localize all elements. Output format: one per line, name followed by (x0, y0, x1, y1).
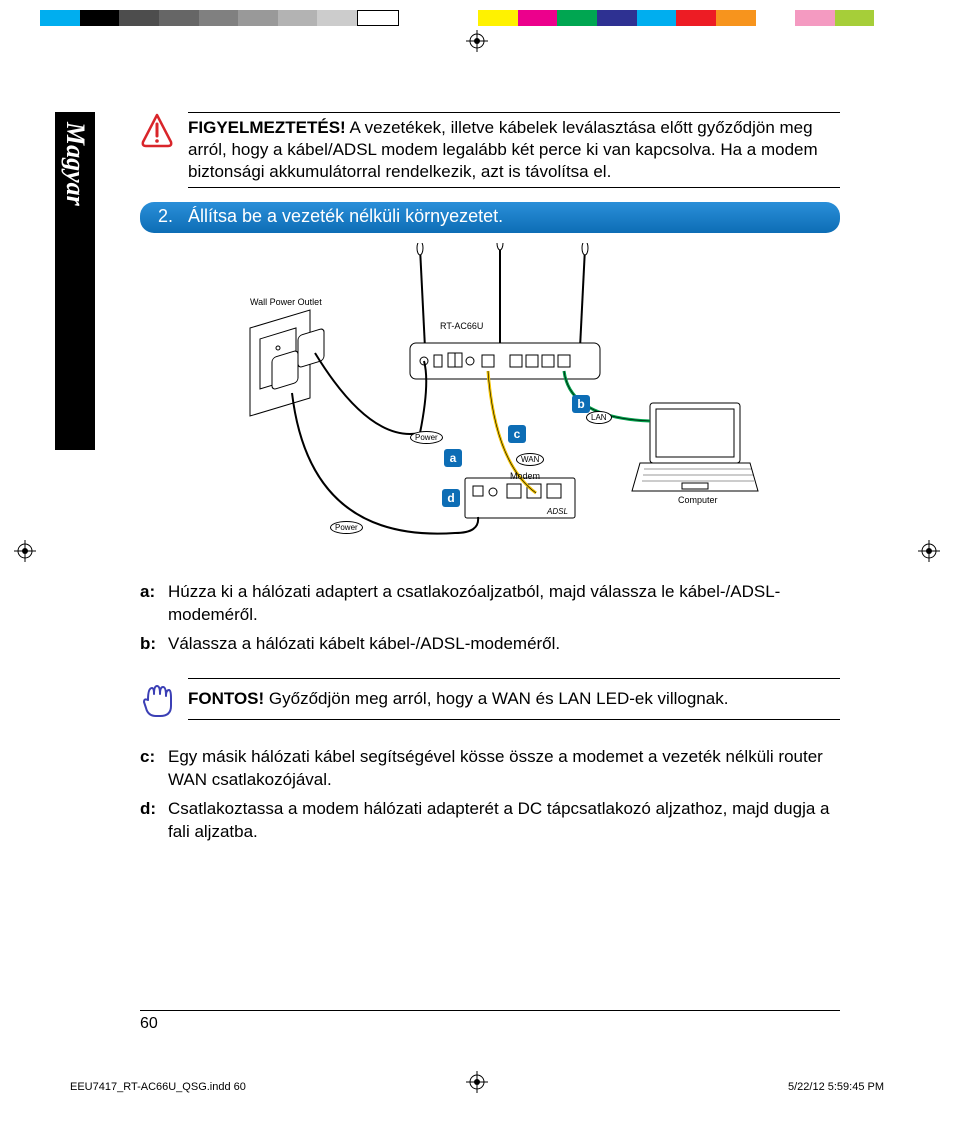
instructions-ab: a: Húzza ki a hálózati adaptert a csatla… (140, 581, 840, 656)
language-tab: Magyar (55, 112, 95, 450)
diagram-badge-b: b (572, 395, 590, 413)
instruction-key: b: (140, 633, 168, 656)
diagram-svg: ADSL (220, 243, 760, 563)
step-header: 2. Állítsa be a vezeték nélküli környeze… (140, 202, 840, 233)
print-footer-left: EEU7417_RT-AC66U_QSG.indd 60 (70, 1081, 246, 1093)
page-content: FIGYELMEZTETÉS! A vezetékek, illetve káb… (140, 112, 840, 850)
svg-text:ADSL: ADSL (546, 507, 568, 516)
print-footer-right: 5/22/12 5:59:45 PM (788, 1081, 884, 1093)
step-title: Állítsa be a vezeték nélküli környezetet… (188, 206, 503, 227)
warning-box: FIGYELMEZTETÉS! A vezetékek, illetve káb… (140, 112, 840, 188)
step-number: 2. (158, 206, 178, 227)
print-footer: EEU7417_RT-AC66U_QSG.indd 60 5/22/12 5:5… (70, 1081, 884, 1093)
instruction-text: Válassza a hálózati kábelt kábel-/ADSL-m… (168, 633, 560, 656)
diagram-label-wall-outlet: Wall Power Outlet (250, 297, 322, 307)
instruction-row: c: Egy másik hálózati kábel segítségével… (140, 746, 840, 792)
diagram-label-computer: Computer (678, 495, 718, 505)
hand-stop-icon (140, 680, 174, 718)
connection-diagram: ADSL (220, 243, 760, 563)
diagram-tag-lan: LAN (586, 411, 612, 424)
diagram-label-modem: Modem (510, 471, 540, 481)
page-number: 60 (140, 1010, 840, 1033)
instruction-key: c: (140, 746, 168, 792)
diagram-label-router-model: RT-AC66U (440, 321, 483, 331)
warning-text: FIGYELMEZTETÉS! A vezetékek, illetve káb… (188, 112, 840, 188)
instruction-text: Húzza ki a hálózati adaptert a csatlakoz… (168, 581, 840, 627)
language-label: Magyar (60, 112, 90, 206)
instruction-row: a: Húzza ki a hálózati adaptert a csatla… (140, 581, 840, 627)
important-box: FONTOS! Győződjön meg arról, hogy a WAN … (140, 678, 840, 720)
registration-mark-icon (466, 30, 488, 52)
diagram-badge-d: d (442, 489, 460, 507)
instruction-key: d: (140, 798, 168, 844)
instruction-text: Egy másik hálózati kábel segítségével kö… (168, 746, 840, 792)
warning-icon (140, 112, 174, 150)
instructions-cd: c: Egy másik hálózati kábel segítségével… (140, 746, 840, 844)
instruction-text: Csatlakoztassa a modem hálózati adapteré… (168, 798, 840, 844)
warning-title: FIGYELMEZTETÉS! (188, 118, 346, 137)
important-text: FONTOS! Győződjön meg arról, hogy a WAN … (188, 678, 840, 720)
color-calibration-bar (40, 10, 914, 26)
instruction-row: b: Válassza a hálózati kábelt kábel-/ADS… (140, 633, 840, 656)
diagram-badge-a: a (444, 449, 462, 467)
instruction-key: a: (140, 581, 168, 627)
important-title: FONTOS! (188, 689, 264, 708)
registration-mark-icon (14, 540, 36, 562)
diagram-badge-c: c (508, 425, 526, 443)
instruction-row: d: Csatlakoztassa a modem hálózati adapt… (140, 798, 840, 844)
registration-mark-icon (918, 540, 940, 562)
important-body: Győződjön meg arról, hogy a WAN és LAN L… (264, 689, 728, 708)
